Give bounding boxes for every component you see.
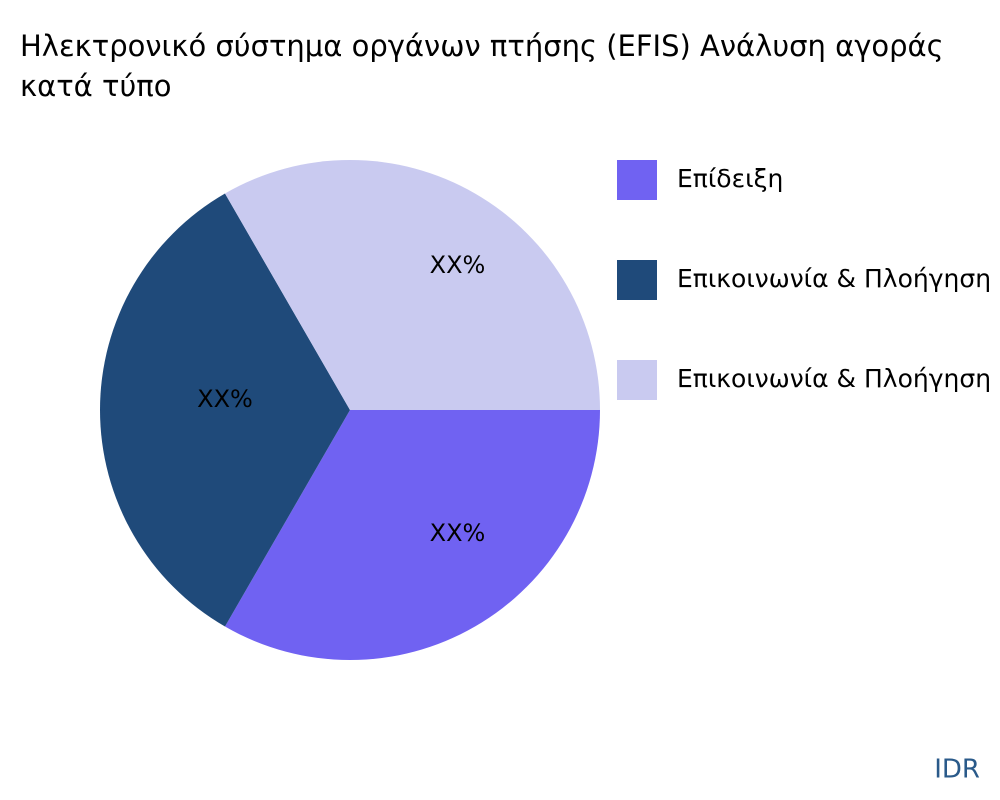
value-label: XX% <box>197 385 253 413</box>
pie-slice <box>225 410 600 660</box>
pie-slice <box>225 160 600 410</box>
legend-label: Επίδειξη <box>677 164 783 193</box>
footer: IDR <box>934 755 980 785</box>
chart-title: κατά τύπο <box>20 69 171 103</box>
legend-swatch <box>617 160 657 200</box>
legend-label: Επικοινωνία & Πλοήγηση <box>677 264 991 293</box>
value-label: XX% <box>430 519 486 547</box>
legend-swatch <box>617 260 657 300</box>
chart-title: Ηλεκτρονικό σύστημα οργάνων πτήσης (EFIS… <box>20 29 944 63</box>
legend-swatch <box>617 360 657 400</box>
value-label: XX% <box>430 251 486 279</box>
legend-label: Επικοινωνία & Πλοήγηση <box>677 364 991 393</box>
